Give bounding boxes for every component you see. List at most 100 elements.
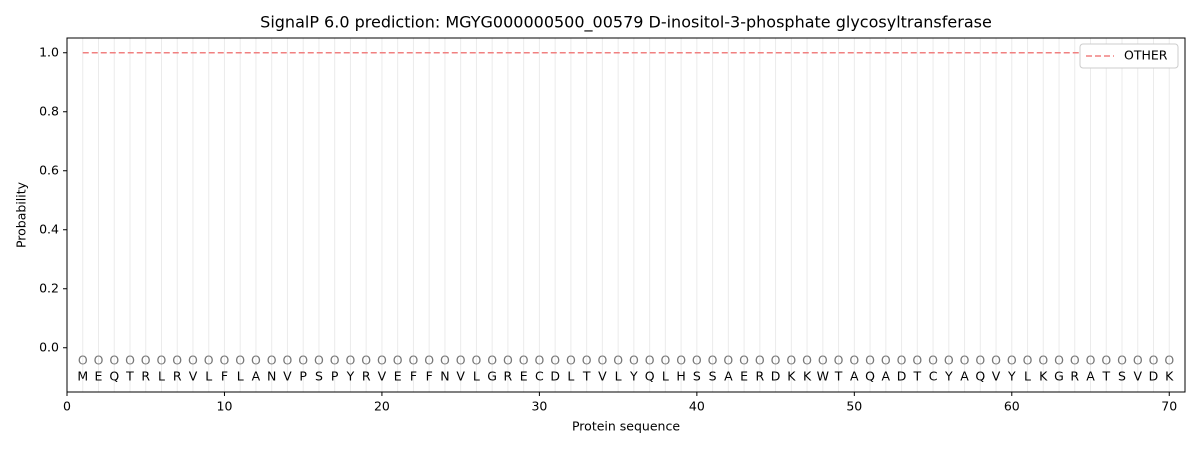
position-label: O <box>314 353 324 368</box>
position-label: O <box>566 353 576 368</box>
position-label: O <box>361 353 371 368</box>
position-label: O <box>487 353 497 368</box>
position-label: O <box>220 353 230 368</box>
residue-label: S <box>693 369 701 384</box>
position-label: O <box>834 353 844 368</box>
position-label: O <box>1101 353 1111 368</box>
position-label: O <box>912 353 922 368</box>
position-label: O <box>393 353 403 368</box>
residue-label: T <box>834 369 843 384</box>
residue-label: N <box>267 369 276 384</box>
position-label: O <box>267 353 277 368</box>
position-label: O <box>330 353 340 368</box>
residue-label: A <box>882 369 891 384</box>
residue-label: E <box>520 369 528 384</box>
position-label: O <box>786 353 796 368</box>
x-tick-label: 30 <box>531 399 547 414</box>
residue-label: Y <box>346 369 355 384</box>
position-label: O <box>771 353 781 368</box>
x-tick-label: 60 <box>1004 399 1020 414</box>
residue-label: T <box>1101 369 1110 384</box>
position-label: O <box>503 353 513 368</box>
residue-label: V <box>1133 369 1142 384</box>
residue-label: W <box>817 369 829 384</box>
residue-label: K <box>787 369 796 384</box>
position-label: O <box>897 353 907 368</box>
position-label: O <box>519 353 529 368</box>
residue-label: E <box>740 369 748 384</box>
residue-label: T <box>125 369 134 384</box>
y-tick-label: 0.2 <box>39 280 59 295</box>
residue-label: Y <box>1007 369 1016 384</box>
position-label: O <box>881 353 891 368</box>
position-label: O <box>660 353 670 368</box>
residue-label: V <box>189 369 198 384</box>
residue-label: G <box>1054 369 1064 384</box>
residue-label: D <box>897 369 907 384</box>
position-label: O <box>928 353 938 368</box>
position-label: O <box>94 353 104 368</box>
residue-label: E <box>394 369 402 384</box>
residue-label: L <box>615 369 622 384</box>
residue-label: S <box>1118 369 1126 384</box>
x-axis-label: Protein sequence <box>572 419 680 434</box>
y-tick-label: 0.4 <box>39 221 59 236</box>
position-label: O <box>235 353 245 368</box>
position-label: O <box>597 353 607 368</box>
position-label: O <box>440 353 450 368</box>
residue-label: S <box>315 369 323 384</box>
residue-label: F <box>221 369 228 384</box>
residue-label: G <box>487 369 497 384</box>
residue-label: F <box>426 369 433 384</box>
residue-label: V <box>992 369 1001 384</box>
residue-label: T <box>912 369 921 384</box>
position-label: O <box>188 353 198 368</box>
position-label: O <box>1164 353 1174 368</box>
position-label: O <box>975 353 985 368</box>
position-label: O <box>1149 353 1159 368</box>
residue-label: H <box>676 369 685 384</box>
position-label: O <box>865 353 875 368</box>
position-label: O <box>141 353 151 368</box>
x-tick-label: 0 <box>63 399 71 414</box>
position-label: O <box>755 353 765 368</box>
residue-label: R <box>141 369 150 384</box>
position-label: O <box>1086 353 1096 368</box>
residue-label: L <box>662 369 669 384</box>
position-label: O <box>629 353 639 368</box>
y-axis-label: Probability <box>14 181 29 248</box>
residue-label: Q <box>645 369 655 384</box>
residue-label: A <box>850 369 859 384</box>
position-label: O <box>849 353 859 368</box>
residue-label: F <box>410 369 417 384</box>
y-tick-label: 0.6 <box>39 162 59 177</box>
y-tick-label: 1.0 <box>39 44 59 59</box>
residue-label: E <box>95 369 103 384</box>
chart-title: SignalP 6.0 prediction: MGYG000000500_00… <box>260 13 992 33</box>
position-label: O <box>818 353 828 368</box>
residue-label: A <box>724 369 733 384</box>
position-label: O <box>1117 353 1127 368</box>
residue-label: D <box>771 369 781 384</box>
residue-label: P <box>299 369 307 384</box>
position-label: O <box>157 353 167 368</box>
position-label: O <box>1054 353 1064 368</box>
y-tick-label: 0.8 <box>39 103 59 118</box>
residue-label: A <box>960 369 969 384</box>
residue-label: L <box>1024 369 1031 384</box>
position-label: O <box>708 353 718 368</box>
residue-label: Y <box>629 369 638 384</box>
residue-label: R <box>756 369 765 384</box>
position-label: O <box>676 353 686 368</box>
position-label: O <box>645 353 655 368</box>
residue-label: S <box>709 369 717 384</box>
position-label: O <box>960 353 970 368</box>
residue-label: V <box>598 369 607 384</box>
residue-label: R <box>1070 369 1079 384</box>
residue-label: A <box>1086 369 1095 384</box>
position-label: O <box>613 353 623 368</box>
position-label: O <box>125 353 135 368</box>
position-label: O <box>802 353 812 368</box>
residue-label: L <box>237 369 244 384</box>
